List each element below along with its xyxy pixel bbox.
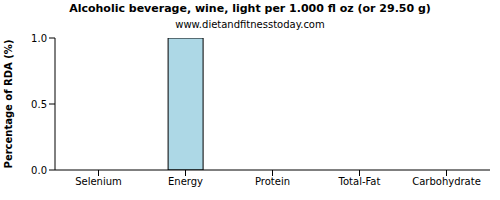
svg-text:Total-Fat: Total-Fat: [338, 176, 381, 187]
svg-text:0.0: 0.0: [31, 165, 47, 176]
html-text:Alcoholic beverage, wine, ligh: Alcoholic beverage, wine, light per 1.00…: [69, 2, 431, 15]
svg-text:0.5: 0.5: [31, 99, 47, 110]
svg-text:Selenium: Selenium: [75, 176, 122, 187]
svg-text:Carbohydrate: Carbohydrate: [412, 176, 481, 187]
svg-text:1.0: 1.0: [31, 33, 47, 44]
html-text:www.dietandfitnesstoday.com: www.dietandfitnesstoday.com: [175, 19, 325, 30]
svg-text:Percentage of RDA (%): Percentage of RDA (%): [8, 40, 14, 169]
svg-text:Protein: Protein: [255, 176, 290, 187]
svg-text:Energy: Energy: [168, 176, 203, 187]
